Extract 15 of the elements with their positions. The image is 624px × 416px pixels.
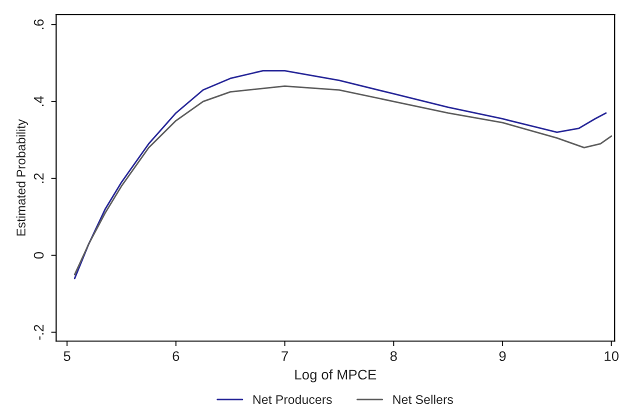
legend-label: Net Sellers [393, 394, 453, 404]
x-tick-label: 9 [499, 351, 506, 362]
y-axis-title: Estimated Probability [16, 119, 28, 236]
legend-label: Net Producers [253, 394, 332, 404]
x-tick-label: 8 [390, 351, 397, 362]
x-axis-title: Log of MPCE [295, 369, 376, 382]
x-tick-label: 10 [604, 351, 619, 362]
y-tick-label: -.2 [34, 324, 44, 340]
x-tick-label: 6 [172, 351, 180, 362]
y-tick-label: 0 [34, 252, 44, 259]
x-tick-label: 7 [282, 351, 288, 361]
y-tick-label: .6 [34, 19, 44, 30]
y-tick-label: .4 [34, 96, 44, 106]
y-tick-label: .2 [34, 173, 44, 183]
x-tick-label: 5 [64, 351, 70, 362]
